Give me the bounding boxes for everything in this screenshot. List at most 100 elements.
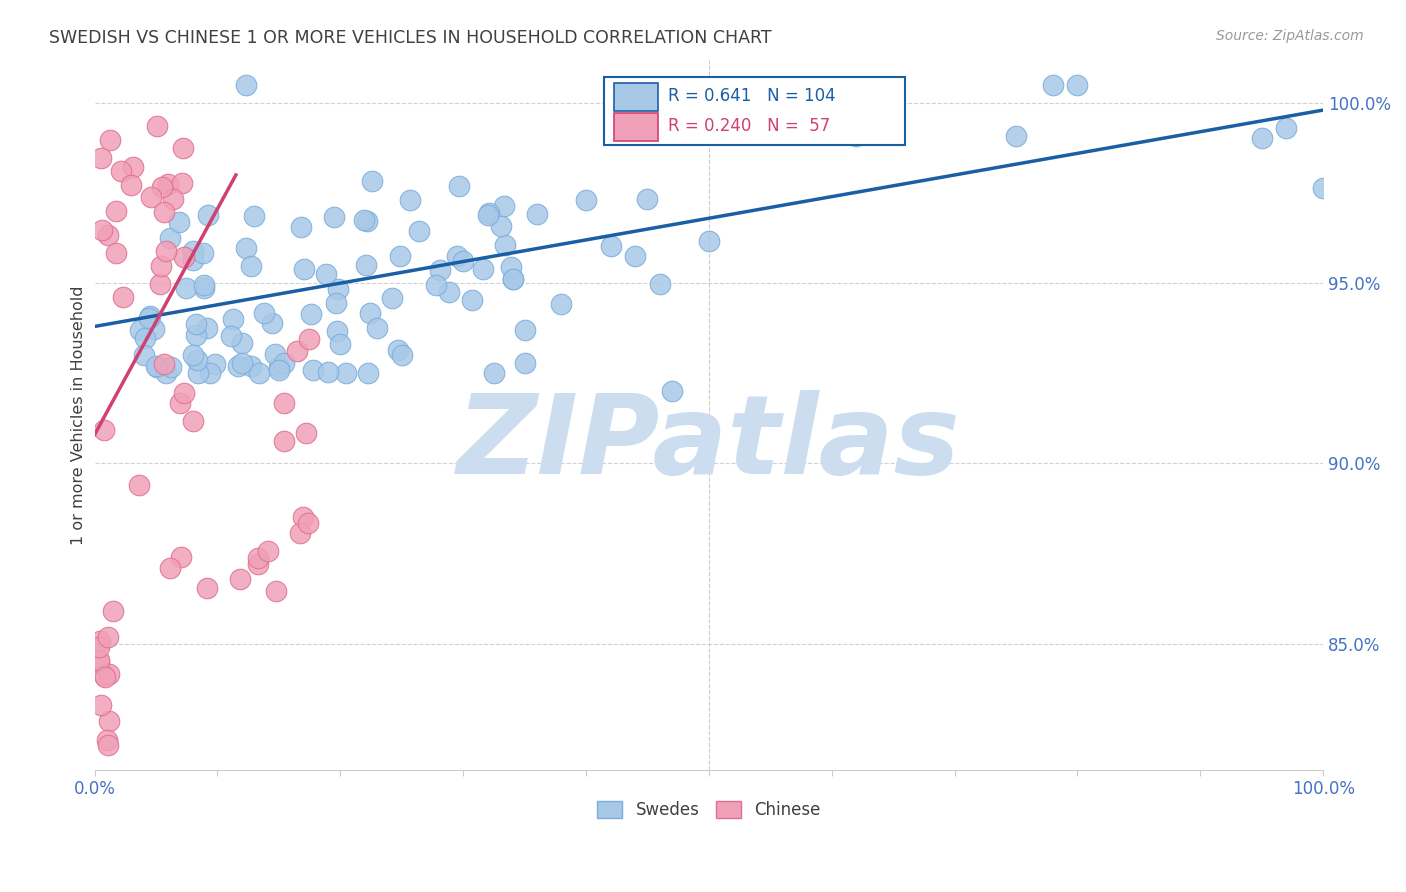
Point	[257, 543, 280, 558]
Point	[90, 698, 112, 713]
Point	[120, 178, 142, 192]
Point	[315, 267, 337, 281]
Bar	[614, 83, 658, 112]
Point	[132, 348, 155, 362]
Point	[195, 320, 218, 334]
Point	[353, 213, 375, 227]
Point	[94, 671, 117, 685]
Point	[290, 525, 312, 540]
Point	[697, 235, 720, 249]
Point	[146, 359, 169, 374]
Point	[141, 190, 163, 204]
Point	[391, 348, 413, 362]
Point	[162, 192, 184, 206]
Point	[1250, 131, 1272, 145]
Point	[181, 253, 204, 268]
Point	[599, 239, 621, 253]
Point	[325, 296, 347, 310]
Point	[291, 510, 314, 524]
Point	[329, 337, 352, 351]
Point	[138, 311, 160, 326]
Point	[122, 160, 145, 174]
Point	[181, 413, 204, 427]
Point	[104, 203, 127, 218]
Point	[240, 260, 263, 274]
Point	[191, 246, 214, 260]
Point	[294, 262, 316, 277]
Point	[290, 219, 312, 234]
Point	[97, 738, 120, 752]
Point	[482, 367, 505, 381]
Point	[204, 357, 226, 371]
Text: ZIPatlas: ZIPatlas	[457, 390, 960, 497]
Point	[243, 209, 266, 223]
Point	[90, 223, 112, 237]
Point	[170, 550, 193, 565]
Point	[661, 384, 683, 399]
Point	[356, 214, 378, 228]
Point	[87, 640, 110, 655]
Point	[502, 272, 524, 286]
Point	[231, 355, 253, 369]
Point	[103, 604, 125, 618]
Point	[247, 367, 270, 381]
Point	[513, 323, 536, 337]
Point	[267, 360, 290, 375]
Point	[226, 359, 249, 373]
Point	[381, 291, 404, 305]
Point	[172, 176, 194, 190]
FancyBboxPatch shape	[605, 78, 905, 145]
Point	[89, 633, 111, 648]
Point	[636, 192, 658, 206]
Bar	[614, 113, 658, 141]
Point	[111, 290, 134, 304]
Point	[461, 293, 484, 308]
Point	[1312, 181, 1334, 195]
Legend: Swedes, Chinese: Swedes, Chinese	[591, 794, 827, 826]
Point	[195, 581, 218, 595]
Point	[845, 128, 868, 143]
Point	[366, 320, 388, 334]
Point	[502, 271, 524, 285]
Point	[128, 478, 150, 492]
Point	[153, 357, 176, 371]
Point	[575, 193, 598, 207]
Point	[187, 367, 209, 381]
Point	[1275, 120, 1298, 135]
Point	[145, 119, 167, 133]
Point	[446, 249, 468, 263]
Point	[143, 322, 166, 336]
Point	[155, 367, 177, 381]
Point	[1066, 78, 1088, 92]
Point	[273, 434, 295, 449]
Point	[240, 359, 263, 374]
Point	[138, 309, 160, 323]
Point	[193, 281, 215, 295]
Point	[1005, 128, 1028, 143]
Text: SWEDISH VS CHINESE 1 OR MORE VEHICLES IN HOUSEHOLD CORRELATION CHART: SWEDISH VS CHINESE 1 OR MORE VEHICLES IN…	[49, 29, 772, 46]
Point	[267, 362, 290, 376]
Point	[98, 133, 121, 147]
Point	[150, 180, 173, 194]
Point	[197, 208, 219, 222]
Point	[494, 199, 516, 213]
Point	[478, 206, 501, 220]
Point	[389, 249, 412, 263]
Point	[299, 307, 322, 321]
Point	[104, 246, 127, 260]
Point	[264, 347, 287, 361]
Point	[159, 359, 181, 374]
Point	[181, 244, 204, 259]
Point	[451, 254, 474, 268]
Point	[273, 396, 295, 410]
Point	[447, 178, 470, 193]
Point	[110, 164, 132, 178]
Point	[186, 352, 208, 367]
Point	[222, 311, 245, 326]
Point	[172, 141, 194, 155]
Point	[526, 207, 548, 221]
Point	[425, 278, 447, 293]
Point	[260, 316, 283, 330]
Point	[335, 367, 357, 381]
Point	[186, 327, 208, 342]
